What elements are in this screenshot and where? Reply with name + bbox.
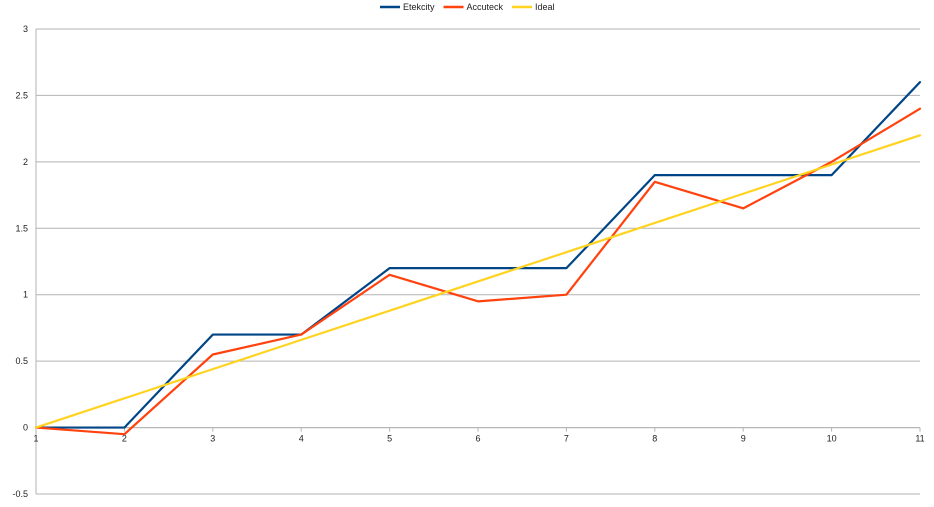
- legend-label: Accuteck: [467, 2, 504, 12]
- x-tick-label: 6: [475, 434, 480, 444]
- legend-label: Etekcity: [403, 2, 435, 12]
- x-tick-label: 9: [741, 434, 746, 444]
- legend-item-ideal: Ideal: [512, 2, 555, 12]
- series-line-accuteck: [34, 107, 922, 436]
- x-tick-label: 4: [299, 434, 304, 444]
- x-tick-label: 2: [122, 434, 127, 444]
- y-tick-label: 0.5: [15, 356, 28, 366]
- y-tick-labels: -0.5 0 0.5 1 1.5 2 2.5 3: [12, 24, 28, 499]
- x-tick-label: 8: [652, 434, 657, 444]
- x-tick-label: 7: [564, 434, 569, 444]
- x-tick-label: 10: [827, 434, 837, 444]
- y-tick-label: 2.5: [15, 90, 28, 100]
- y-tick-label: 3: [23, 24, 28, 34]
- y-tick-label: -0.5: [12, 489, 28, 499]
- series-line-ideal: [34, 134, 922, 429]
- legend: Etekcity Accuteck Ideal: [380, 2, 555, 12]
- y-tick-label: 1.5: [15, 223, 28, 233]
- legend-label: Ideal: [535, 2, 555, 12]
- grid-lines: [36, 28, 920, 495]
- legend-item-accuteck: Accuteck: [443, 2, 504, 12]
- x-tick-label: 5: [387, 434, 392, 444]
- series-line-etekcity: [34, 81, 922, 429]
- legend-item-etekcity: Etekcity: [380, 2, 435, 12]
- x-tick-labels: 1 2 3 4 5 6 7 8 9 10 11: [33, 434, 924, 444]
- x-tick-label: 1: [33, 434, 38, 444]
- y-tick-label: 2: [23, 157, 28, 167]
- x-tick-label: 3: [210, 434, 215, 444]
- y-tick-label: 1: [23, 290, 28, 300]
- y-tick-label: 0: [23, 423, 28, 433]
- x-tick-label: 11: [915, 434, 924, 444]
- series-lines: [34, 81, 922, 436]
- axes: [35, 29, 921, 494]
